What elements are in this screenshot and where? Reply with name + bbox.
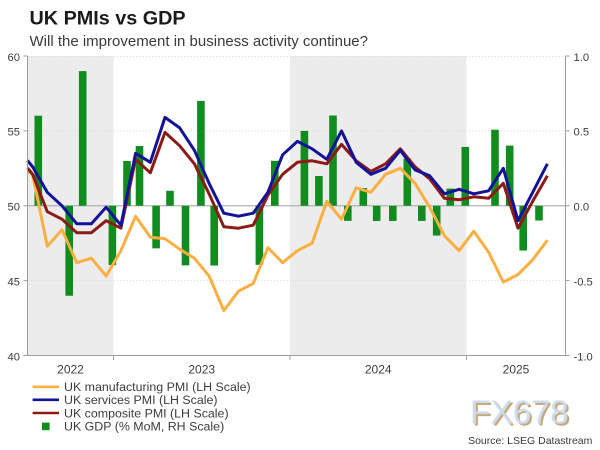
- svg-text:55: 55: [8, 127, 20, 139]
- svg-text:45: 45: [8, 276, 20, 288]
- svg-text:UK manufacturing PMI (LH Scale: UK manufacturing PMI (LH Scale): [64, 380, 251, 394]
- svg-text:1.0: 1.0: [574, 52, 590, 64]
- svg-text:UK GDP (% MoM, RH Scale): UK GDP (% MoM, RH Scale): [64, 420, 224, 434]
- svg-text:50: 50: [8, 202, 20, 214]
- svg-text:-0.5: -0.5: [574, 276, 593, 288]
- svg-text:2025: 2025: [503, 362, 530, 376]
- svg-text:Will the improvement in busine: Will the improvement in business activit…: [30, 33, 368, 50]
- svg-text:2022: 2022: [57, 362, 84, 376]
- svg-text:0.0: 0.0: [574, 202, 590, 214]
- svg-text:FX678: FX678: [470, 395, 569, 432]
- svg-text:-1.0: -1.0: [574, 351, 593, 363]
- svg-text:Source: LSEG Datastream: Source: LSEG Datastream: [468, 435, 593, 447]
- svg-text:UK services PMI (LH Scale): UK services PMI (LH Scale): [64, 393, 218, 407]
- svg-text:60: 60: [8, 52, 20, 64]
- svg-text:2024: 2024: [365, 362, 392, 376]
- svg-text:UK PMIs vs GDP: UK PMIs vs GDP: [30, 8, 186, 30]
- svg-text:UK composite PMI (LH Scale): UK composite PMI (LH Scale): [64, 406, 229, 420]
- svg-text:2023: 2023: [188, 362, 215, 376]
- svg-text:0.5: 0.5: [574, 127, 590, 139]
- svg-text:40: 40: [8, 351, 20, 363]
